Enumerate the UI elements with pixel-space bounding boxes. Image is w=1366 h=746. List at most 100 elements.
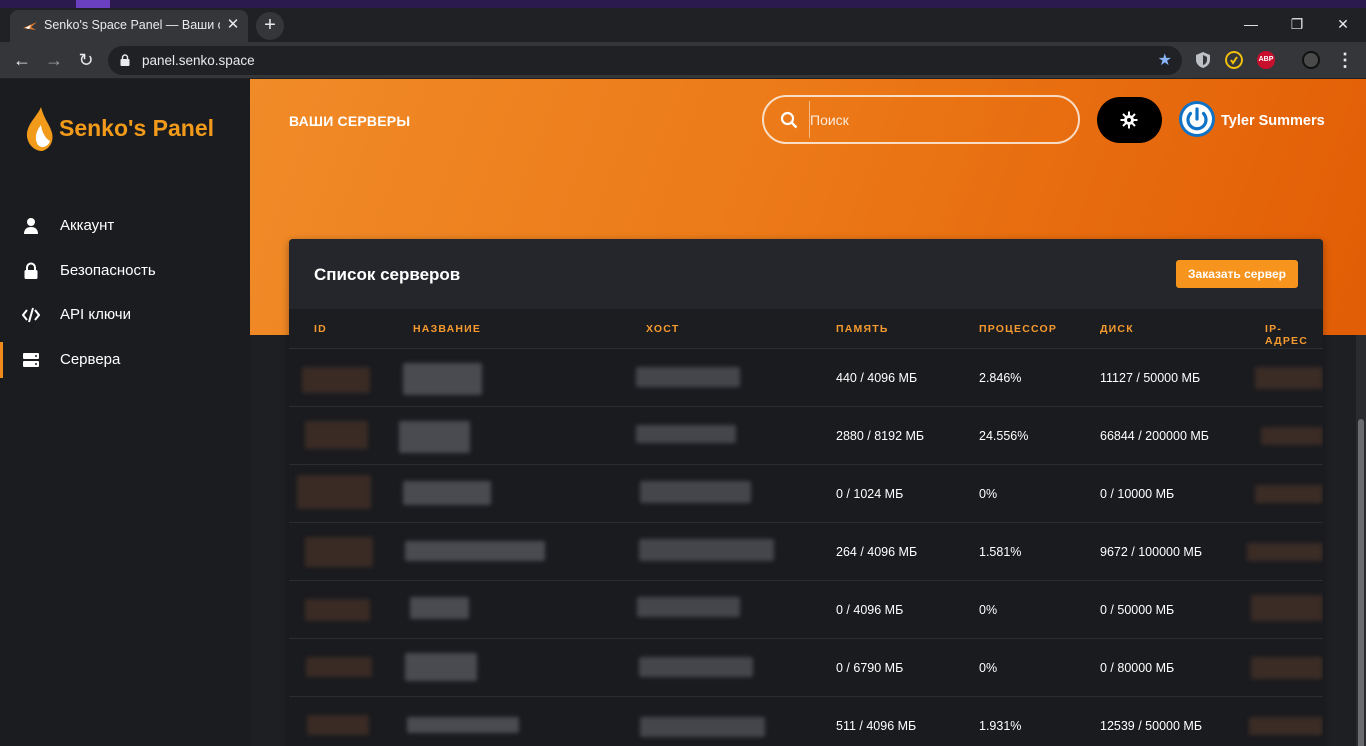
cpu-cell: 1.581% [979, 545, 1022, 559]
brand-logo[interactable]: Senko's Panel [24, 105, 234, 153]
column-header-id[interactable]: ID [314, 323, 327, 335]
redacted-id [306, 657, 372, 677]
redacted-host [637, 597, 740, 617]
table-row[interactable]: 440 / 4096 МБ 2.846% 11127 / 50000 МБ [289, 349, 1323, 407]
search-box[interactable] [762, 95, 1080, 144]
column-header-disk[interactable]: ДИСК [1100, 323, 1134, 335]
cpu-cell: 2.846% [979, 371, 1022, 385]
shield-extension-icon[interactable] [1194, 51, 1212, 69]
page-scrollbar[interactable] [1356, 335, 1366, 746]
redacted-name [403, 363, 482, 395]
redacted-ip [1255, 485, 1323, 503]
maximize-button[interactable]: ❐ [1290, 16, 1304, 32]
back-button[interactable]: ← [13, 50, 31, 70]
memory-cell: 2880 / 8192 МБ [836, 429, 925, 443]
disk-cell: 11127 / 50000 МБ [1100, 371, 1201, 385]
sidebar-item-security[interactable]: Безопасность [0, 251, 250, 291]
browser-tab[interactable]: Senko's Space Panel — Ваши сер ✕ [10, 10, 248, 42]
redacted-host [640, 717, 765, 737]
gear-icon [1120, 111, 1138, 129]
table-row[interactable]: 0 / 4096 МБ 0% 0 / 50000 МБ [289, 581, 1323, 639]
memory-cell: 511 / 4096 МБ [836, 719, 917, 733]
theme-toggle-button[interactable] [1097, 97, 1162, 143]
disk-cell: 0 / 80000 МБ [1100, 661, 1175, 675]
memory-cell: 264 / 4096 МБ [836, 545, 918, 559]
sidebar-item-label: Сервера [60, 351, 121, 368]
cpu-cell: 0% [979, 487, 998, 501]
user-name[interactable]: Tyler Summers [1221, 113, 1325, 129]
disk-cell: 66844 / 200000 МБ [1100, 429, 1209, 443]
redacted-host [636, 425, 736, 443]
profile-avatar-icon[interactable] [1302, 51, 1320, 69]
memory-cell: 0 / 4096 МБ [836, 603, 904, 617]
browser-tab-bar: Senko's Space Panel — Ваши сер ✕ + — ❐ ✕ [0, 8, 1366, 42]
redacted-host [639, 539, 774, 561]
redacted-name [407, 717, 519, 733]
sidebar-item-account[interactable]: Аккаунт [0, 206, 250, 246]
table-header: ID НАЗВАНИЕ ХОСТ ПАМЯТЬ ПРОЦЕССОР ДИСК I… [289, 309, 1323, 349]
redacted-name [403, 481, 491, 505]
menu-dots-icon[interactable]: ⋮ [1336, 50, 1354, 70]
cpu-cell: 1.931% [979, 719, 1022, 733]
minimize-button[interactable]: — [1244, 16, 1258, 32]
redacted-id [305, 537, 373, 567]
disk-cell: 12539 / 50000 МБ [1100, 719, 1203, 733]
memory-cell: 440 / 4096 МБ [836, 371, 918, 385]
search-icon [780, 111, 798, 129]
memory-cell: 0 / 1024 МБ [836, 487, 904, 501]
order-server-button[interactable]: Заказать сервер [1176, 260, 1298, 288]
disk-cell: 0 / 50000 МБ [1100, 603, 1175, 617]
memory-cell: 0 / 6790 МБ [836, 661, 904, 675]
redacted-host [636, 367, 740, 387]
os-taskbar-active-segment [76, 0, 110, 8]
address-bar[interactable]: panel.senko.space ★ [108, 46, 1182, 75]
table-row[interactable]: 0 / 6790 МБ 0% 0 / 80000 МБ [289, 639, 1323, 697]
redacted-name [405, 541, 545, 561]
scrollbar-thumb[interactable] [1358, 419, 1364, 746]
disk-cell: 9672 / 100000 МБ [1100, 545, 1203, 559]
cpu-cell: 24.556% [979, 429, 1029, 443]
redacted-ip [1247, 543, 1323, 561]
redacted-id [302, 367, 370, 393]
sidebar-item-api-keys[interactable]: API ключи [0, 295, 250, 335]
tab-title: Senko's Space Panel — Ваши сер [44, 18, 220, 32]
sidebar-item-servers[interactable]: Сервера [0, 340, 250, 380]
forward-button[interactable]: → [45, 50, 63, 70]
user-icon [24, 218, 38, 234]
bookmark-star-icon[interactable]: ★ [1157, 52, 1172, 69]
cpu-cell: 0% [979, 661, 998, 675]
page-title: ВАШИ СЕРВЕРЫ [289, 113, 411, 129]
close-window-button[interactable]: ✕ [1337, 16, 1349, 32]
lock-icon [120, 54, 130, 66]
sidebar-item-label: Безопасность [60, 262, 156, 279]
cpu-cell: 0% [979, 603, 998, 617]
column-header-host[interactable]: ХОСТ [646, 323, 680, 335]
extension-icon[interactable] [1225, 51, 1243, 69]
avatar[interactable] [1179, 101, 1215, 137]
redacted-ip [1249, 717, 1323, 735]
search-input[interactable] [810, 107, 1060, 133]
table-row[interactable]: 264 / 4096 МБ 1.581% 9672 / 100000 МБ [289, 523, 1323, 581]
servers-card: Список серверов Заказать сервер ID НАЗВА… [289, 239, 1323, 746]
table-row[interactable]: 0 / 1024 МБ 0% 0 / 10000 МБ [289, 465, 1323, 523]
table-row[interactable]: 511 / 4096 МБ 1.931% 12539 / 50000 МБ [289, 697, 1323, 746]
senko-favicon-icon [23, 22, 37, 30]
sidebar-item-label: API ключи [60, 306, 131, 323]
adblock-icon[interactable]: ABP [1257, 51, 1275, 69]
redacted-id [307, 715, 369, 735]
server-icon [23, 353, 39, 367]
card-title: Список серверов [314, 265, 461, 284]
sidebar-item-label: Аккаунт [60, 217, 115, 234]
search-divider [809, 101, 810, 138]
column-header-name[interactable]: НАЗВАНИЕ [413, 323, 482, 335]
code-icon [22, 307, 40, 323]
column-header-cpu[interactable]: ПРОЦЕССОР [979, 323, 1058, 335]
column-header-ip[interactable]: IP-АДРЕС [1265, 323, 1309, 347]
browser-toolbar: ← → ↻ panel.senko.space ★ ABP ⋮ [0, 42, 1366, 79]
tab-close-icon[interactable]: ✕ [226, 16, 240, 33]
table-row[interactable]: 2880 / 8192 МБ 24.556% 66844 / 200000 МБ [289, 407, 1323, 465]
new-tab-button[interactable]: + [256, 12, 284, 40]
reload-button[interactable]: ↻ [78, 50, 94, 70]
url-text: panel.senko.space [142, 53, 255, 68]
column-header-memory[interactable]: ПАМЯТЬ [836, 323, 889, 335]
